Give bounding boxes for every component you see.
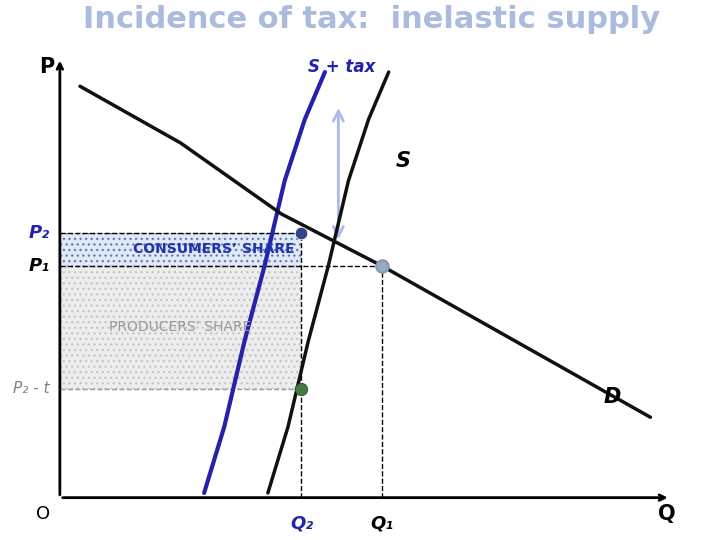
Text: S: S: [395, 151, 410, 171]
Text: D: D: [603, 387, 621, 407]
Text: PRODUCERS’ SHARE: PRODUCERS’ SHARE: [109, 320, 252, 334]
Text: P₁: P₁: [29, 257, 50, 275]
Text: S + tax: S + tax: [308, 58, 376, 76]
Text: Q₂: Q₂: [290, 514, 313, 532]
Text: Q₁: Q₁: [370, 514, 394, 532]
Text: P: P: [39, 57, 54, 77]
Text: Incidence of tax:  inelastic supply: Incidence of tax: inelastic supply: [84, 5, 660, 34]
Text: CONSUMERS’ SHARE: CONSUMERS’ SHARE: [133, 242, 295, 256]
Text: O: O: [36, 505, 50, 523]
Text: Q: Q: [658, 504, 676, 524]
Text: P₂: P₂: [29, 224, 50, 242]
Text: P₂ - t: P₂ - t: [13, 381, 50, 396]
